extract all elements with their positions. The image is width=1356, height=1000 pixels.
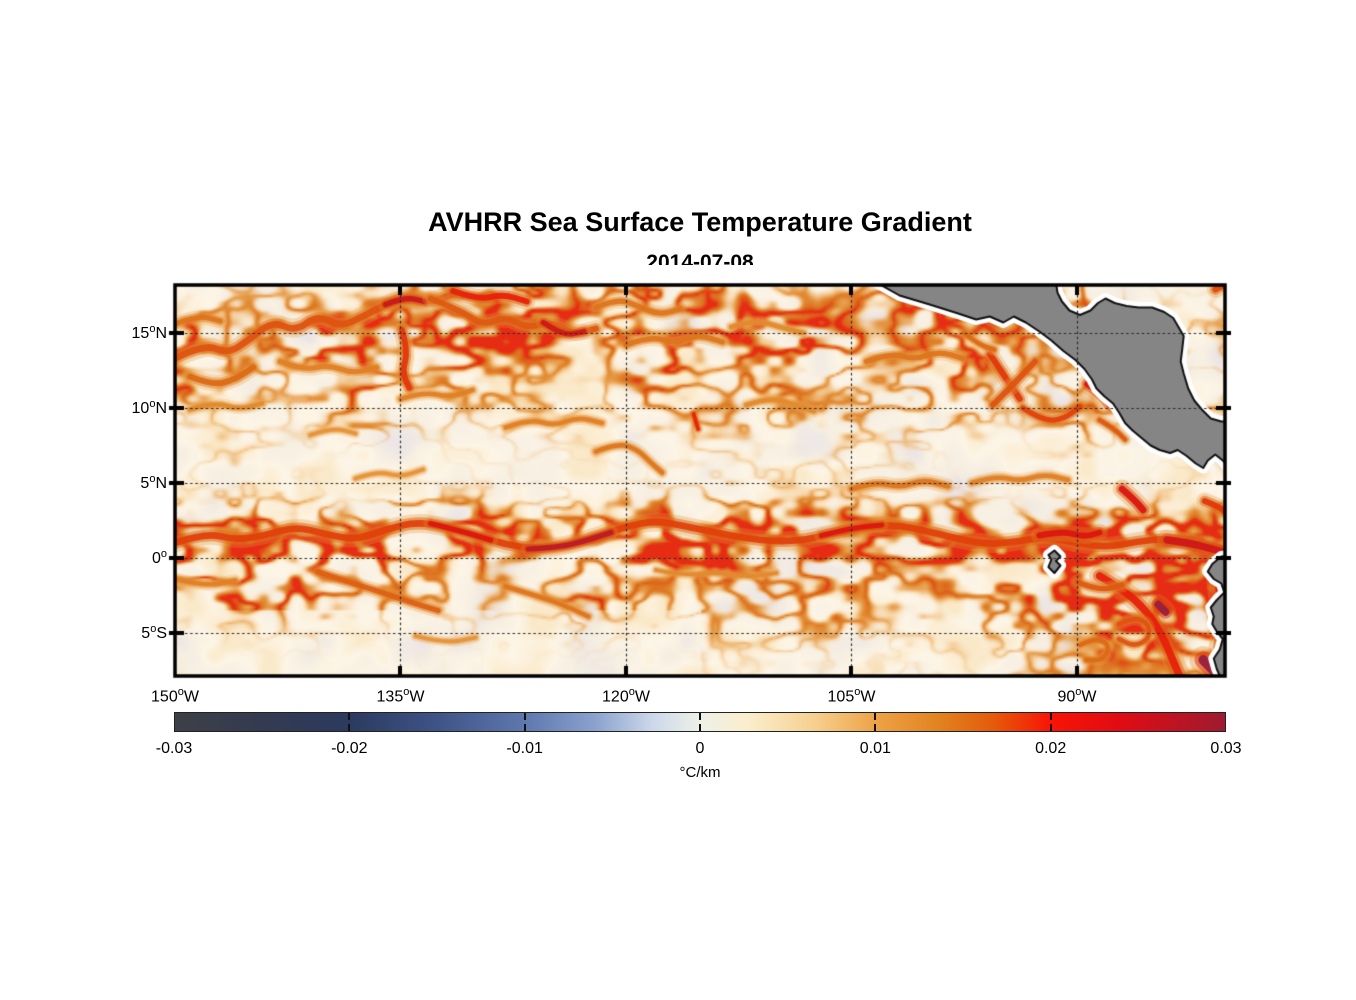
colorbar-label: 0.01 <box>859 740 891 757</box>
colorbar-tick <box>523 724 526 731</box>
colorbar-label: -0.03 <box>155 740 193 757</box>
chart-title: AVHRR Sea Surface Temperature Gradient <box>428 207 972 237</box>
x-tick-label: 135oW <box>376 686 425 706</box>
colorbar-tick <box>699 724 701 731</box>
colorbar-tick <box>348 713 351 720</box>
map-canvas <box>150 265 1250 695</box>
degree-symbol: o <box>149 472 156 485</box>
degree-symbol: o <box>149 322 156 335</box>
x-tick-label: 105oW <box>827 686 876 706</box>
degree-symbol: o <box>1075 686 1082 698</box>
colorbar-label: -0.02 <box>331 740 368 757</box>
colorbar-label: 0 <box>695 740 705 757</box>
degree-symbol: o <box>403 686 410 698</box>
degree-symbol: o <box>854 686 861 698</box>
y-tick-label: 15oN <box>131 322 167 343</box>
colorbar-tick <box>523 713 526 720</box>
degree-symbol: o <box>177 686 184 698</box>
x-tick-label: 90oW <box>1057 686 1097 706</box>
colorbar-gradient <box>174 712 1226 732</box>
degree-symbol: o <box>149 397 156 410</box>
y-tick-label: 5oN <box>140 472 167 493</box>
colorbar-tick <box>1049 724 1052 731</box>
colorbar-label: -0.01 <box>506 740 543 757</box>
y-tick-label: 0o <box>151 547 167 568</box>
colorbar-tick <box>874 713 877 720</box>
x-tick-label: 120oW <box>602 686 650 706</box>
colorbar-tick <box>1049 713 1052 720</box>
x-tick-label: 150oW <box>151 686 199 706</box>
colorbar-label: 0.03 <box>1210 740 1242 757</box>
colorbar-tick <box>348 724 351 731</box>
degree-symbol: o <box>150 622 157 635</box>
colorbar-tick <box>699 713 701 720</box>
degree-symbol: o <box>160 547 167 560</box>
y-tick-label: 5oS <box>141 622 167 643</box>
colorbar-label: 0.02 <box>1035 740 1067 757</box>
degree-symbol: o <box>628 686 635 698</box>
colorbar-tick <box>874 724 877 731</box>
colorbar-units: °C/km <box>679 764 721 781</box>
y-tick-label: 10oN <box>131 397 167 418</box>
